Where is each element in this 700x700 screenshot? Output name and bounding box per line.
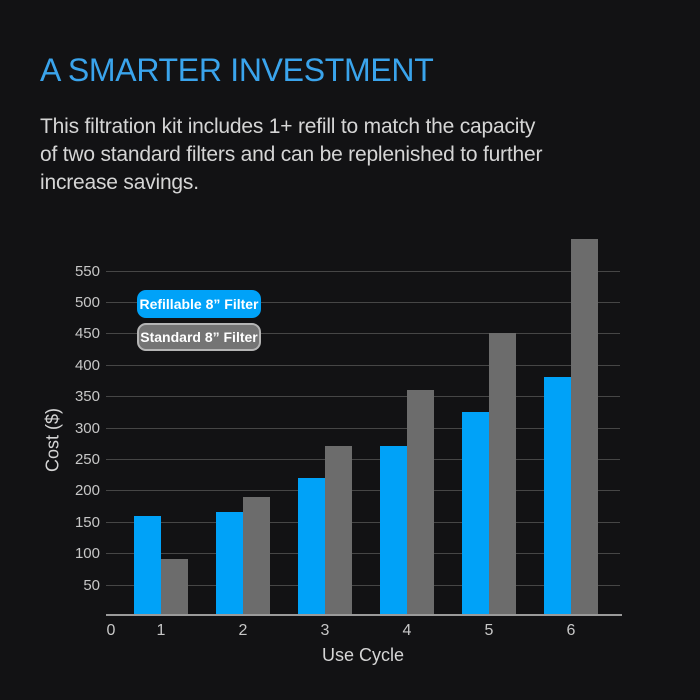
bar-standard-cycle-1 <box>161 559 188 616</box>
y-tick-label-50: 50 <box>83 576 100 594</box>
bar-refillable-cycle-1 <box>134 515 161 616</box>
gridline-100 <box>106 553 620 555</box>
y-tick-label-500: 500 <box>74 294 100 311</box>
x-tick-label-4: 4 <box>402 622 412 639</box>
x-tick-label-2: 2 <box>238 622 248 639</box>
chart-legend: Refillable 8” Filter Standard 8” Filter <box>137 290 261 351</box>
bar-standard-cycle-2 <box>243 496 270 616</box>
description-text: This filtration kit includes 1+ refill t… <box>40 113 542 197</box>
bar-refillable-cycle-2 <box>216 512 243 616</box>
bar-standard-cycle-5 <box>489 333 516 616</box>
page-title: A SMARTER INVESTMENT <box>40 52 434 88</box>
gridline-300 <box>106 427 620 429</box>
gridline-550 <box>106 270 620 272</box>
bar-standard-cycle-3 <box>325 446 352 616</box>
y-tick-label-250: 250 <box>74 451 100 468</box>
x-tick-label-3: 3 <box>320 622 330 639</box>
gridline-200 <box>106 490 620 492</box>
gridline-500 <box>106 302 620 303</box>
y-tick-label-200: 200 <box>74 482 100 500</box>
x-tick-label-1: 1 <box>156 622 166 639</box>
x-tick-label-6: 6 <box>566 622 576 639</box>
y-tick-label-150: 150 <box>74 513 100 531</box>
y-tick-label-100: 100 <box>74 545 100 563</box>
y-tick-label-550: 550 <box>74 262 100 280</box>
y-tick-label-450: 450 <box>74 325 100 343</box>
legend-item-refillable-filter: Refillable 8” Filter <box>137 290 261 318</box>
bar-refillable-cycle-5 <box>462 411 489 616</box>
bar-refillable-cycle-6 <box>544 377 571 616</box>
description-line-1: This filtration kit includes 1+ refill t… <box>40 115 536 138</box>
x-tick-label-5: 5 <box>484 622 494 639</box>
gridline-250 <box>106 459 620 460</box>
x-tick-label-0: 0 <box>106 622 116 639</box>
bar-refillable-cycle-4 <box>380 446 407 616</box>
y-tick-label-350: 350 <box>74 388 100 406</box>
gridline-150 <box>106 521 620 523</box>
bar-standard-cycle-6 <box>571 239 598 616</box>
legend-item-standard-filter: Standard 8” Filter <box>137 323 261 351</box>
gridline-350 <box>106 396 620 398</box>
x-axis-title: Use Cycle <box>321 645 405 665</box>
y-axis-title: Cost ($) <box>42 407 63 473</box>
bar-standard-cycle-4 <box>407 389 434 616</box>
description-line-3: increase savings. <box>40 171 199 194</box>
gridline-450 <box>106 333 620 335</box>
bar-refillable-cycle-3 <box>298 477 325 616</box>
x-axis-line <box>106 614 622 616</box>
y-tick-label-300: 300 <box>74 419 100 437</box>
y-tick-label-400: 400 <box>74 356 100 374</box>
gridline-400 <box>106 364 620 366</box>
gridline-50 <box>106 584 620 586</box>
description-line-2: of two standard filters and can be reple… <box>40 143 543 166</box>
